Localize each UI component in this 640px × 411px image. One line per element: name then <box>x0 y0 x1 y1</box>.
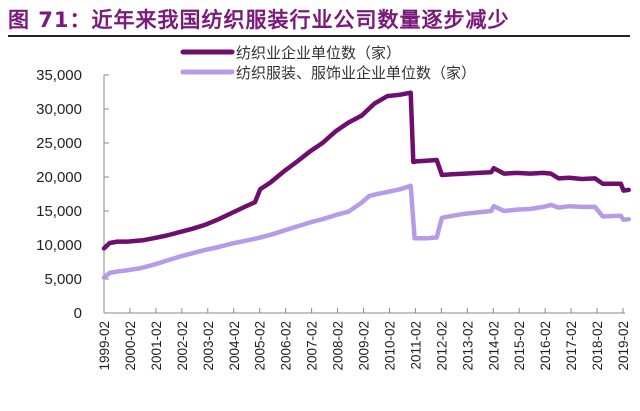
x-tick-label: 2010-02 <box>382 321 397 371</box>
y-tick-label: 30,000 <box>36 101 82 118</box>
x-tick-label: 2004-02 <box>227 321 242 371</box>
x-tick-label: 2016-02 <box>538 321 553 371</box>
legend: 纺织业企业单位数（家） 纺织服装、服饰业企业单位数（家） <box>180 44 476 82</box>
x-tick-label: 2002-02 <box>175 321 190 371</box>
y-tick-label: 10,000 <box>36 237 82 254</box>
x-tick-label: 2003-02 <box>201 321 216 371</box>
chart-title: 图 71：近年来我国纺织服装行业公司数量逐步减少 <box>8 8 510 32</box>
plot-lines <box>101 90 631 280</box>
y-tick-label: 20,000 <box>36 169 82 186</box>
x-tick-label: 2000-02 <box>123 321 138 371</box>
title-divider <box>8 35 630 37</box>
y-tick-label: 5,000 <box>44 271 82 288</box>
x-tick-label: 2018-02 <box>590 321 605 371</box>
series-line <box>101 90 631 251</box>
axes: 0 5,000 10,000 15,000 20,000 25,000 30,000 35,0… <box>36 67 631 371</box>
x-tick-label: 1999-02 <box>97 321 112 371</box>
legend-label-textile: 纺织业企业单位数（家） <box>236 44 401 62</box>
x-tick-label: 2008-02 <box>331 321 346 371</box>
y-tick-label: 0 <box>74 305 82 322</box>
y-tick-label: 25,000 <box>36 135 82 152</box>
x-tick-label: 2017-02 <box>564 321 579 371</box>
x-tick-label: 2014-02 <box>486 321 501 371</box>
x-tick-label: 2015-02 <box>512 321 527 371</box>
legend-label-apparel: 纺织服装、服饰业企业单位数（家） <box>236 64 476 82</box>
x-tick-label: 2007-02 <box>305 321 320 371</box>
x-tick-label: 2013-02 <box>460 321 475 371</box>
x-tick-label: 2012-02 <box>434 321 449 371</box>
x-tick-label: 2011-02 <box>408 321 423 370</box>
x-tick-label: 2006-02 <box>279 321 294 371</box>
x-tick-label: 2019-02 <box>616 321 631 371</box>
y-tick-label: 35,000 <box>36 67 82 84</box>
x-tick-label: 2009-02 <box>357 321 372 371</box>
y-tick-label: 15,000 <box>36 203 82 220</box>
series-line <box>101 183 631 280</box>
x-tick-label: 2001-02 <box>149 321 164 371</box>
x-tick-label: 2005-02 <box>253 321 268 371</box>
